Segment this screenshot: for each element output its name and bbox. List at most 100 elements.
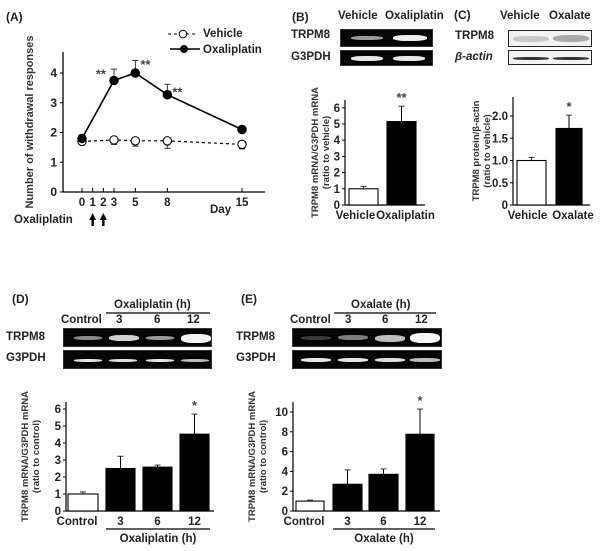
gel-d-lane-3: 3 bbox=[116, 314, 123, 326]
gel-b-row-g3pdh: G3PDH bbox=[291, 51, 331, 63]
gel-b-lane-vehicle: Vehicle bbox=[338, 10, 378, 22]
panel-c-label: (C) bbox=[454, 8, 471, 22]
svg-text:1: 1 bbox=[50, 155, 57, 169]
svg-text:4: 4 bbox=[334, 135, 341, 147]
svg-text:2: 2 bbox=[100, 197, 106, 209]
bar-chart-b-mrna: 0 1 2 3 4 5 6 Vehicle ** Oxaliplatin TRPM8 mRNA/G3… bbox=[310, 87, 435, 222]
svg-text:12: 12 bbox=[414, 516, 427, 528]
svg-text:8: 8 bbox=[164, 197, 171, 209]
gel-d-lane-control: Control bbox=[61, 314, 102, 326]
legend-vehicle-label: Vehicle bbox=[203, 28, 243, 40]
svg-text:12: 12 bbox=[188, 516, 201, 528]
svg-text:3: 3 bbox=[50, 96, 57, 110]
gel-e-lane-3: 3 bbox=[345, 314, 352, 326]
svg-text:10: 10 bbox=[275, 407, 288, 419]
gel-b-row-trpm8: TRPM8 bbox=[291, 29, 330, 41]
blot-c-trpm8 bbox=[508, 30, 592, 47]
svg-text:TRPM8 mRNA/G3PDH mRNA(ratio to: TRPM8 mRNA/G3PDH mRNA(ratio to control) bbox=[20, 391, 42, 522]
svg-text:Oxaliplatin: Oxaliplatin bbox=[376, 210, 435, 222]
svg-text:TRPM8 mRNA/G3PDH mRNA(ratio to: TRPM8 mRNA/G3PDH mRNA(ratio to vehicle) bbox=[310, 87, 332, 218]
gel-e-trpm8 bbox=[292, 328, 442, 347]
svg-text:0: 0 bbox=[334, 200, 340, 212]
gel-d-g3pdh bbox=[63, 350, 212, 369]
svg-text:0.5: 0.5 bbox=[492, 178, 509, 190]
panel-a-label: (A) bbox=[6, 10, 23, 24]
svg-text:2: 2 bbox=[282, 486, 288, 498]
svg-text:0: 0 bbox=[55, 506, 61, 518]
blot-c-lane-oxalate: Oxalate bbox=[549, 10, 591, 22]
svg-text:Oxalate (h): Oxalate (h) bbox=[354, 533, 414, 545]
svg-text:2: 2 bbox=[334, 168, 340, 180]
gel-e-lane-6: 6 bbox=[382, 314, 389, 326]
gel-b-lane-oxaliplatin: Oxaliplatin bbox=[385, 10, 444, 22]
svg-text:0: 0 bbox=[50, 185, 57, 199]
gel-e-g3pdh bbox=[292, 350, 442, 369]
svg-text:3: 3 bbox=[334, 151, 340, 163]
svg-text:Vehicle: Vehicle bbox=[336, 210, 376, 222]
svg-text:1: 1 bbox=[89, 197, 96, 209]
svg-text:4: 4 bbox=[55, 438, 62, 450]
svg-text:*: * bbox=[192, 398, 198, 413]
svg-text:0: 0 bbox=[502, 200, 508, 212]
svg-text:2.0: 2.0 bbox=[492, 111, 508, 123]
svg-text:3: 3 bbox=[344, 516, 350, 528]
svg-text:5: 5 bbox=[334, 119, 341, 131]
svg-text:2: 2 bbox=[55, 472, 61, 484]
gel-e-lane-12: 12 bbox=[415, 314, 428, 326]
gel-e-row-trpm8: TRPM8 bbox=[236, 331, 275, 343]
gel-e-group-label: Oxalate (h) bbox=[351, 299, 411, 311]
svg-text:**: ** bbox=[396, 90, 407, 105]
gel-d-trpm8 bbox=[63, 328, 212, 347]
blot-c-actin bbox=[508, 50, 592, 65]
svg-text:**: ** bbox=[140, 57, 151, 72]
svg-text:3: 3 bbox=[55, 455, 61, 467]
svg-text:Oxaliplatin (h): Oxaliplatin (h) bbox=[120, 533, 197, 545]
svg-text:8: 8 bbox=[282, 427, 289, 439]
svg-text:Oxalate: Oxalate bbox=[552, 210, 594, 222]
svg-text:6: 6 bbox=[282, 447, 288, 459]
svg-text:4: 4 bbox=[282, 466, 289, 478]
svg-text:6: 6 bbox=[380, 516, 386, 528]
blot-c-row-trpm8: TRPM8 bbox=[455, 30, 494, 42]
legend-oxaliplatin-label: Oxaliplatin bbox=[203, 44, 262, 56]
gel-b-g3pdh bbox=[340, 50, 433, 66]
svg-text:Vehicle: Vehicle bbox=[508, 210, 548, 222]
svg-text:5: 5 bbox=[55, 421, 62, 433]
svg-text:*: * bbox=[566, 99, 572, 114]
svg-text:Control: Control bbox=[284, 516, 325, 528]
svg-text:**: ** bbox=[96, 66, 107, 81]
svg-text:TRPM8 protein/β-actin(ratio to: TRPM8 protein/β-actin(ratio to vehicle) bbox=[471, 100, 493, 201]
svg-text:3: 3 bbox=[111, 197, 117, 209]
gel-d-lane-12: 12 bbox=[187, 314, 200, 326]
svg-text:1.0: 1.0 bbox=[492, 156, 508, 168]
svg-text:0: 0 bbox=[79, 197, 85, 209]
gel-e-lane-control: Control bbox=[290, 314, 331, 326]
svg-text:1: 1 bbox=[55, 489, 62, 501]
svg-text:3: 3 bbox=[117, 516, 123, 528]
gel-d-row-trpm8: TRPM8 bbox=[6, 331, 45, 343]
panel-e-label: (E) bbox=[241, 292, 257, 306]
svg-text:6: 6 bbox=[334, 103, 340, 115]
gel-b-trpm8 bbox=[340, 29, 433, 47]
svg-text:6: 6 bbox=[55, 404, 61, 416]
blot-c-row-actin: β-actin bbox=[455, 51, 493, 63]
treatment-label: Oxaliplatin bbox=[14, 214, 73, 226]
blot-c-lane-vehicle: Vehicle bbox=[500, 10, 540, 22]
svg-text:2: 2 bbox=[50, 126, 57, 140]
svg-text:*: * bbox=[417, 393, 423, 408]
panel-b-label: (B) bbox=[292, 10, 309, 24]
panel-d-label: (D) bbox=[12, 292, 29, 306]
gel-d-group-label: Oxaliplatin (h) bbox=[114, 299, 191, 311]
svg-text:15: 15 bbox=[236, 197, 249, 209]
svg-text:5: 5 bbox=[132, 197, 139, 209]
svg-text:6: 6 bbox=[154, 516, 160, 528]
svg-text:**: ** bbox=[172, 85, 183, 100]
svg-text:TRPM8 mRNA/G3PDH mRNA(ratio to: TRPM8 mRNA/G3PDH mRNA(ratio to control) bbox=[247, 391, 269, 522]
gel-d-row-g3pdh: G3PDH bbox=[6, 352, 46, 364]
gel-d-lane-6: 6 bbox=[154, 314, 161, 326]
bar-chart-c-protein: 0 0.5 1.0 1.5 2.0 Vehicle * Oxalate TRPM8 protei… bbox=[471, 97, 594, 222]
